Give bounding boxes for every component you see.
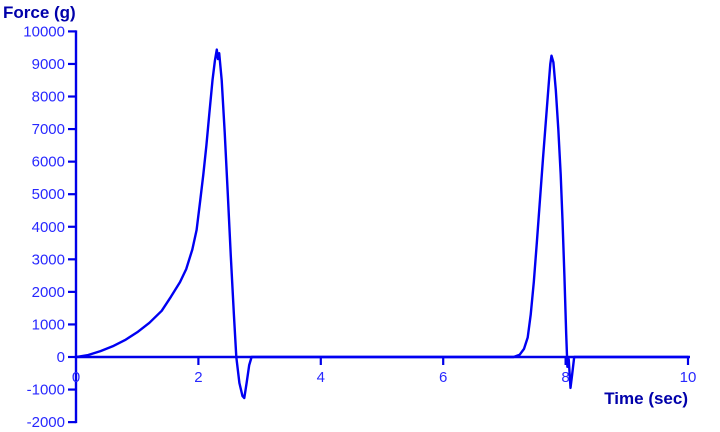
y-tick-label: 1000 xyxy=(32,316,65,333)
x-tick-label: 4 xyxy=(317,369,325,386)
y-tick-label: -2000 xyxy=(27,414,65,431)
y-tick-label: 5000 xyxy=(32,186,65,203)
y-axis-title: Force (g) xyxy=(3,3,76,22)
chart-axes: -2000 -1000 0 1000 2000 3000 4000 5000 6000 7000 8… xyxy=(23,23,696,431)
force-series-line xyxy=(74,48,690,400)
y-tick-label: 7000 xyxy=(32,121,65,138)
y-tick-label: 9000 xyxy=(32,56,65,73)
x-axis-title: Time (sec) xyxy=(604,389,688,408)
y-tick-label: 4000 xyxy=(32,219,65,236)
y-tick-label: 8000 xyxy=(32,89,65,106)
x-tick-label: 6 xyxy=(439,369,447,386)
x-tick-label: 2 xyxy=(194,369,202,386)
y-tick-label: 6000 xyxy=(32,154,65,171)
y-tick-label: 2000 xyxy=(32,284,65,301)
y-tick-label: -1000 xyxy=(27,382,65,399)
x-tick-label: 0 xyxy=(72,369,80,386)
y-tick-label: 0 xyxy=(57,349,65,366)
y-tick-label: 10000 xyxy=(23,23,65,40)
x-tick-label: 8 xyxy=(561,369,569,386)
x-tick-label: 10 xyxy=(680,369,697,386)
y-tick-label: 3000 xyxy=(32,251,65,268)
